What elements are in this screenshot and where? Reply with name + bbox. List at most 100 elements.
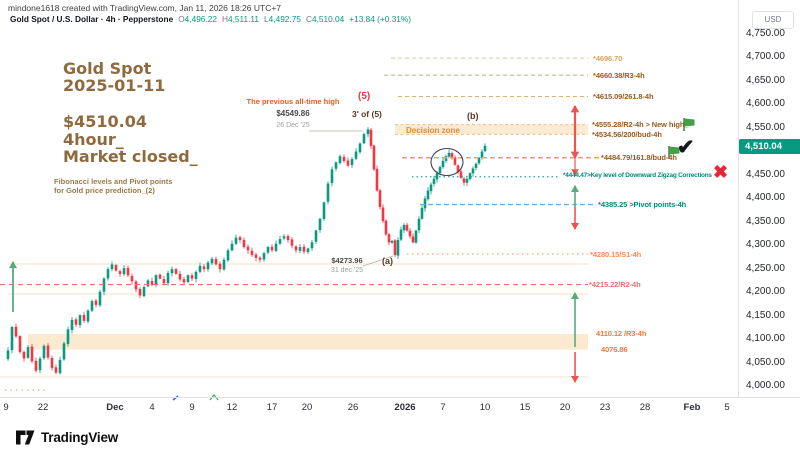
time-axis[interactable]: 9 22 Dec 4 9 12 17 20 26 2026 7 10 15 20 23 28 Feb 5 [0,397,800,417]
candle-body [74,319,78,325]
candle-body [38,358,42,371]
candle-body [242,239,246,248]
candle-body [426,190,430,200]
candle-body [146,280,150,287]
price-tick-label: 4,050.00 [746,356,785,368]
candle-body [298,247,302,251]
price-tick-label: 4,100.00 [746,333,785,345]
candle-body [58,359,62,374]
price-tick-label: 4,200.00 [746,286,785,298]
low-date: 31 dec '25 [330,267,364,274]
time-tick-label: 9 [189,402,195,413]
candle-body [381,207,385,222]
title-symbol: Gold Spot [63,59,152,78]
candle-body [50,357,54,368]
candle-body [230,243,234,251]
arrow-head [571,376,579,383]
candle-body [82,314,86,321]
time-tick-label: 5 [724,402,730,413]
symbol-title: Gold Spot / U.S. Dollar · 4h · Peppersto… [10,14,174,24]
candle-body [278,239,282,244]
subtitle-line-1: Fibonacci levels and Pivot points [54,177,173,186]
ath-date: 26 Dec '25 [276,122,310,129]
time-tick-label: 2026 [394,402,416,413]
price-axis[interactable]: 4,750.00 4,700.00 4,650.00 4,600.00 4,550.00… [738,0,800,397]
candle-body [246,246,250,251]
candle-body [447,152,451,157]
arrow-head [570,151,580,159]
candle-body [266,247,270,253]
candle-body [270,246,274,251]
candle-body [234,237,238,244]
ohlc-high: H4,511.11 [221,14,260,24]
candle-body [166,272,170,284]
candle-body [186,275,190,283]
candle-body [438,167,442,174]
candle-body [150,281,154,285]
candle-body [342,156,346,161]
candle-body [258,257,262,260]
time-tick-label: 4 [149,402,155,413]
candle-body [130,275,134,282]
flag-icon [683,118,695,131]
ath-label: The previous all-time high [246,97,340,106]
currency-chip[interactable]: USD [752,11,794,29]
candle-body [30,346,34,362]
candle-body [66,329,70,344]
candle-body [122,268,126,275]
candle-body [358,143,362,153]
candle-body [411,236,415,243]
candle-body [250,250,254,256]
decision-zone-label: Decision zone [406,126,460,135]
candle-body [474,163,478,168]
correction-low-annotation: $4273.96 31 dec '25 [324,256,370,276]
candle-body [417,218,421,231]
candle-body [420,207,424,219]
axis-caret-mark [209,393,219,401]
ohlc-low: L4,492.75 [264,14,301,24]
price-tick-label: 4,750.00 [746,27,785,39]
candle-body [465,178,469,183]
candle-body [110,264,114,270]
candle-body [46,345,50,358]
candle-body [214,259,218,265]
candle-body [210,258,214,264]
arrow-head [571,223,579,230]
price-tick-label: 4,650.00 [746,74,785,86]
candle-body [435,173,439,180]
candle-body [483,145,487,152]
candle-body [238,237,242,240]
candle-body [274,243,278,251]
candle-body [429,184,433,192]
time-tick-label: 15 [519,402,531,413]
tradingview-logo[interactable]: TradingView [16,430,118,445]
ath-price: $4549.86 [276,109,310,118]
candle-body [480,151,484,158]
candle-body [362,134,366,144]
candle-body [138,289,142,296]
candle-body [178,273,182,280]
symbol-header: Gold Spot / U.S. Dollar · 4h · Peppersto… [10,14,411,24]
time-tick-label: 12 [226,402,238,413]
candle-body [441,160,445,168]
candle-body [78,315,82,326]
candle-body [22,351,26,359]
ohlc-close: C4,510.04 [305,14,345,24]
candle-body [350,159,354,166]
candle-body [222,259,226,270]
price-tick-label: 4,150.00 [746,309,785,321]
candle-body [387,234,391,243]
candle-body [306,248,310,253]
candle-body [70,319,74,330]
price-tick-label: 4,550.00 [746,121,785,133]
candle-body [322,202,326,220]
title-market-status: Market closed_ [63,147,198,166]
candle-body [462,178,466,183]
subtitle-line-2: for Gold price prediction_(2) [54,186,155,195]
candle-body [326,183,330,202]
title-price: $4510.04 [63,112,148,131]
candle-body [182,279,186,283]
time-tick-label: Dec [106,402,124,413]
candle-body [158,274,162,279]
